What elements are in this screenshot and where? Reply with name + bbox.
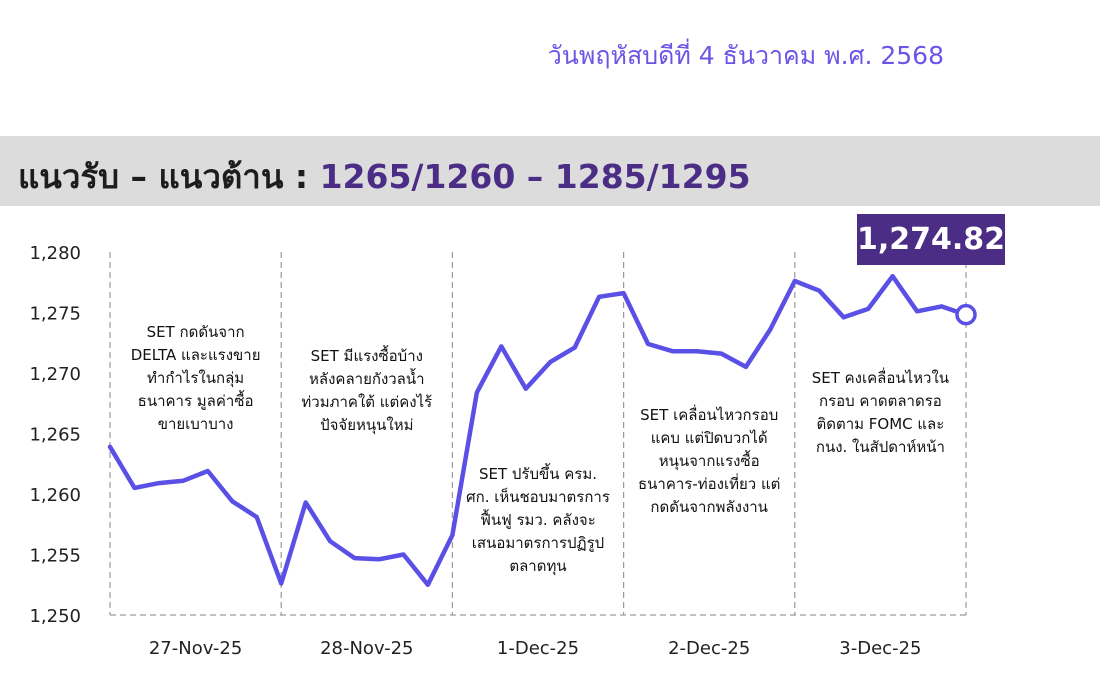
annotation-line: ธนาคาร-ท่องเที่ยว แต่ [638,473,780,493]
annotation-line: ติดตาม FOMC และ [816,415,944,433]
annotation-line: DELTA และแรงขาย [131,346,261,364]
annotation-line: ทำกำไรในกลุ่ม [147,369,244,388]
annotation-line: ตลาดทุน [509,557,566,576]
annotation-line: ฟื้นฟู รมว. คลังจะ [480,509,596,529]
annotation-line: แคบ แต่ปิดบวกได้ [651,429,768,447]
x-tick-label: 1-Dec-25 [497,638,579,659]
title-levels: 1265/1260 – 1285/1295 [319,157,751,196]
annotation-line: SET กดดันจาก [147,323,245,341]
y-tick-label: 1,250 [29,606,81,627]
annotation-line: SET ปรับขึ้น ครม. [479,463,597,483]
last-point-marker [955,303,977,326]
annotation-line: ขายเบาบาง [158,415,234,433]
annotation-line: หนุนจากแรงซื้อ [659,450,760,471]
annotation-line: ท่วมภาคใต้ แต่คงไร้ [301,393,432,411]
y-tick-label: 1,280 [29,243,81,264]
x-tick-label: 28-Nov-25 [320,638,413,659]
last-value-badge: 1,274.82 [857,214,1005,265]
annotation-line: ธนาคาร มูลค่าซื้อ [138,390,254,410]
set-index-series-line [107,273,969,588]
x-tick-label: 2-Dec-25 [668,638,750,659]
x-tick-label: 27-Nov-25 [149,638,242,659]
title-bar [0,136,1100,206]
y-tick-label: 1,265 [29,425,81,446]
annotation-line: SET มีแรงซื้อบ้าง [311,345,423,365]
annotation-line: SET เคลื่อนไหวกรอบ [640,404,778,424]
annotation-line: กรอบ คาดตลาดรอ [819,392,942,410]
title-label: แนวรับ – แนวต้าน : [18,157,320,196]
y-tick-label: 1,270 [29,364,81,385]
annotation-line: กนง. ในสัปดาห์หน้า [816,438,945,456]
y-tick-label: 1,260 [29,485,81,506]
annotation-line: หลังคลายกังวลน้ำ [309,368,425,388]
annotation-line: ปัจจัยหนุนใหม่ [320,416,413,435]
annotation-line: กดดันจากพลังงาน [650,498,768,516]
report-date: วันพฤหัสบดีที่ 4 ธันวาคม พ.ศ. 2568 [547,41,944,70]
y-tick-label: 1,255 [29,546,81,567]
y-tick-label: 1,275 [29,304,81,325]
annotation-line: ศก. เห็นชอบมาตรการ [466,487,610,506]
support-resistance-title: แนวรับ – แนวต้าน : 1265/1260 – 1285/1295 [18,150,751,203]
annotation-line: SET คงเคลื่อนไหวใน [812,367,949,387]
annotation-line: เสนอมาตรการปฏิรูป [472,534,604,552]
x-tick-label: 3-Dec-25 [839,638,921,659]
